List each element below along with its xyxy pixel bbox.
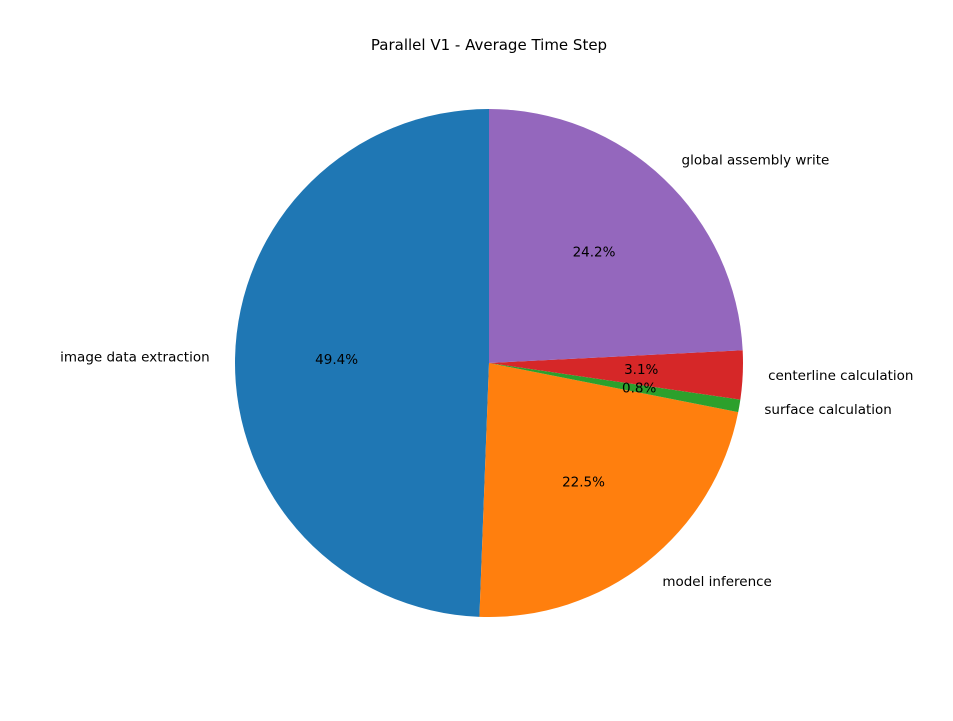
slice-label-image-data-extraction: image data extraction [60, 350, 210, 366]
slice-label-centerline-calculation: centerline calculation [768, 368, 913, 384]
pie-slice-image-data-extraction [234, 109, 489, 617]
slice-pct-global-assembly-write: 24.2% [573, 245, 616, 261]
pie-slice-surface-calculation [489, 363, 741, 413]
pie-slice-global-assembly-write [489, 109, 743, 363]
pie-slice-model-inference [479, 363, 739, 617]
slice-label-global-assembly-write: global assembly write [682, 153, 830, 169]
pie-labels: image data extraction 49.4% model inferenc… [60, 153, 913, 591]
slice-pct-surface-calculation: 0.8% [622, 381, 656, 397]
chart-title: Parallel V1 - Average Time Step [371, 36, 607, 54]
slice-pct-centerline-calculation: 3.1% [624, 362, 658, 378]
slice-pct-image-data-extraction: 49.4% [315, 352, 358, 368]
pie-slice-centerline-calculation [489, 350, 744, 400]
slice-label-model-inference: model inference [662, 574, 772, 590]
slice-pct-model-inference: 22.5% [562, 475, 605, 491]
slice-label-surface-calculation: surface calculation [764, 402, 892, 418]
pie-slices [234, 109, 744, 617]
